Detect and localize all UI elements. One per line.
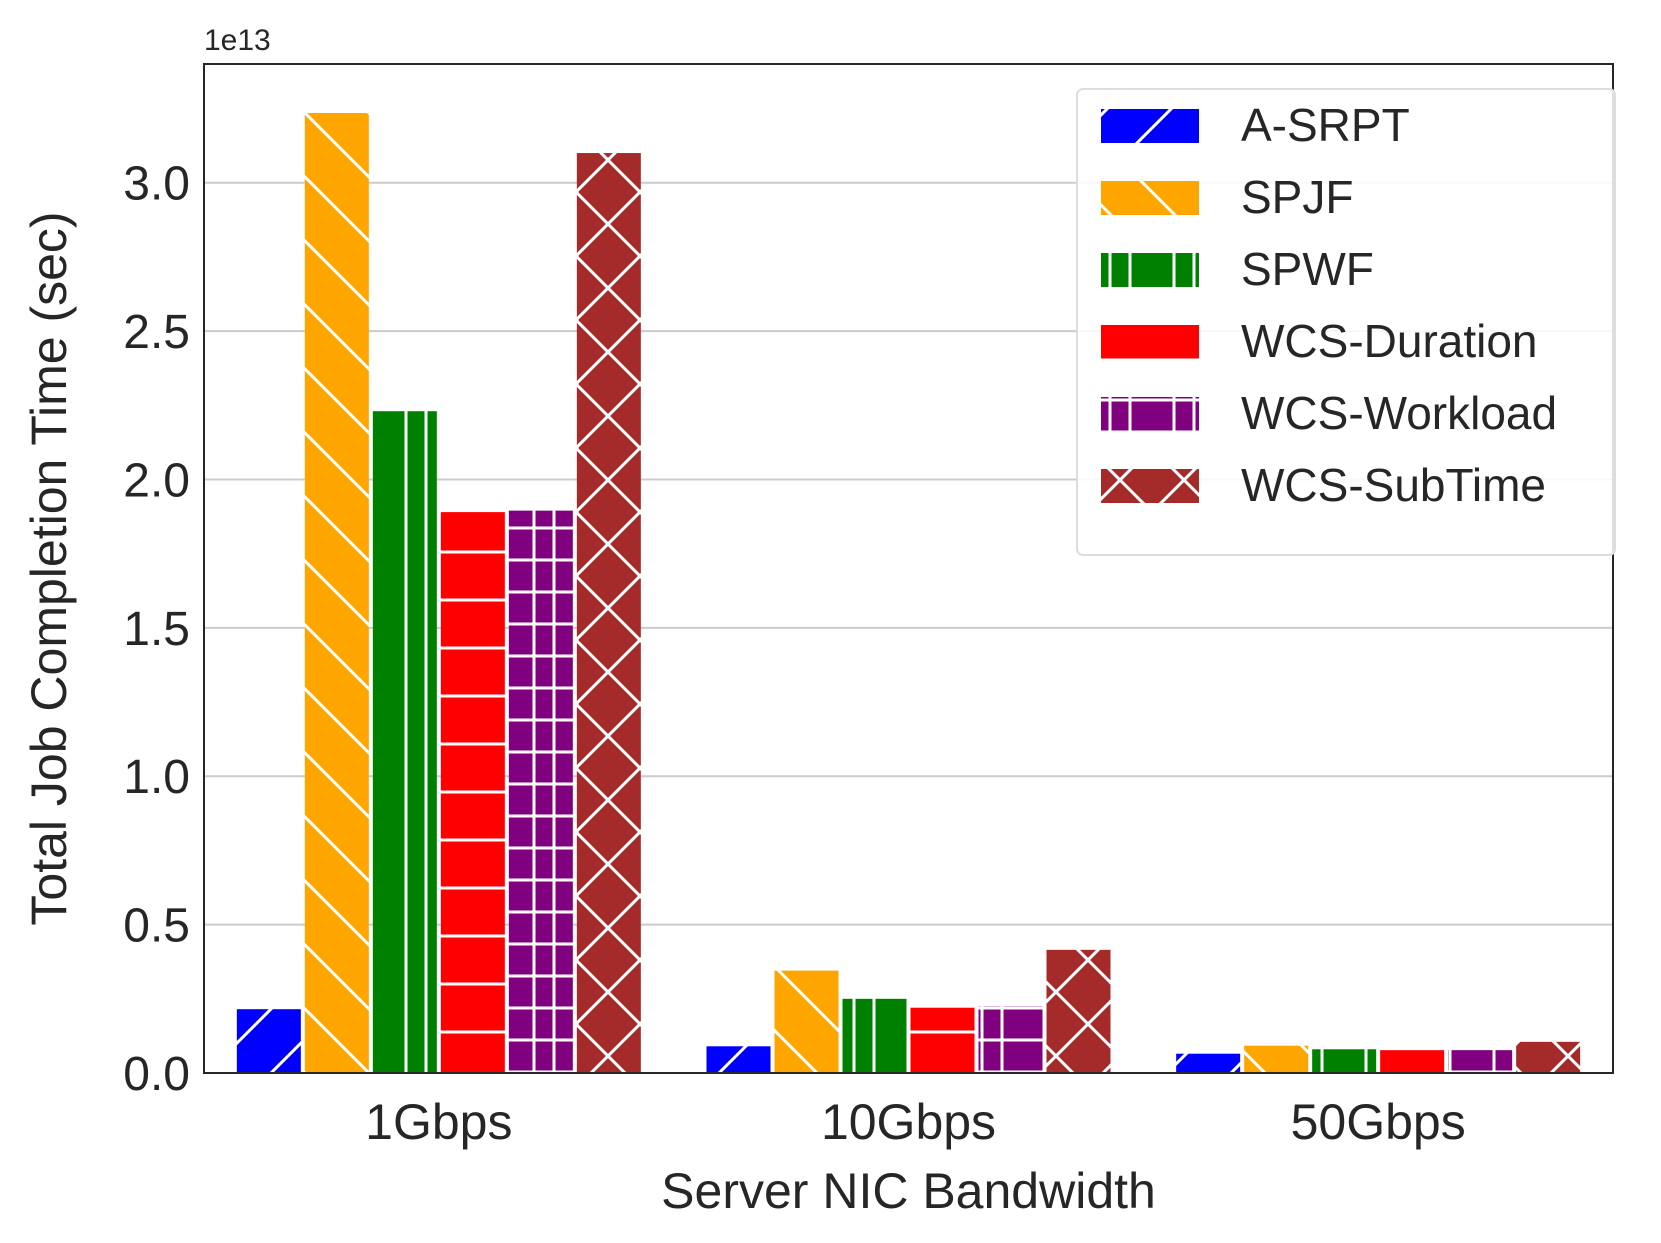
bars: [236, 112, 1581, 1074]
y-axis-ticks: 0.0 0.5 1.0 1.5 2.0 2.5 3.0: [123, 158, 190, 1101]
y-tick-label: 1.0: [123, 751, 190, 804]
bar-wcs-subtime-10gbps: [1046, 949, 1111, 1073]
bar-wcs-workload-1gbps: [508, 510, 573, 1074]
bar-a-srpt-50gbps: [1176, 1053, 1241, 1073]
bar-spjf-10gbps: [774, 970, 839, 1073]
legend-swatch: [1101, 181, 1199, 215]
legend-label: WCS-Workload: [1241, 387, 1557, 439]
y-tick-label: 0.5: [123, 900, 190, 953]
bar-spwf-10gbps: [842, 998, 907, 1073]
bar-wcs-duration-50gbps: [1380, 1050, 1445, 1073]
bar-a-srpt-1gbps: [236, 1009, 301, 1073]
y-tick-label: 0.0: [123, 1048, 190, 1101]
x-tick-label: 10Gbps: [821, 1094, 996, 1150]
legend-label: A-SRPT: [1241, 99, 1410, 151]
legend-swatch: [1101, 469, 1199, 503]
legend-label: SPJF: [1241, 171, 1353, 223]
y-offset-label: 1e13: [204, 24, 271, 57]
x-axis-label: Server NIC Bandwidth: [661, 1163, 1156, 1219]
bar-spwf-1gbps: [372, 411, 437, 1073]
legend-swatch: [1101, 325, 1199, 359]
bar-wcs-subtime-1gbps: [576, 153, 641, 1073]
plot-frame: [203, 63, 1614, 1074]
y-tick-label: 3.0: [123, 158, 190, 211]
y-tick-label: 2.5: [123, 306, 190, 359]
legend-swatch: [1101, 253, 1199, 287]
bar-spwf-50gbps: [1312, 1049, 1377, 1073]
legend-label: WCS-SubTime: [1241, 459, 1546, 511]
grid: [204, 181, 1613, 926]
y-tick-label: 2.0: [123, 454, 190, 507]
x-tick-label: 1Gbps: [365, 1094, 512, 1150]
x-axis-ticks: 1Gbps 10Gbps 50Gbps: [365, 1094, 1466, 1150]
legend-swatch: [1101, 397, 1199, 431]
legend-label: WCS-Duration: [1241, 315, 1538, 367]
legend-label: SPWF: [1241, 243, 1374, 295]
bar-wcs-workload-50gbps: [1448, 1050, 1513, 1073]
bar-a-srpt-10gbps: [706, 1046, 771, 1073]
legend-box: [1076, 88, 1616, 556]
x-tick-label: 50Gbps: [1291, 1094, 1466, 1150]
bar-wcs-subtime-50gbps: [1516, 1041, 1581, 1073]
legend-swatch: [1101, 109, 1199, 143]
legend: A-SRPT SPJF SPWF WCS-Duration WCS-Workload WC…: [1076, 88, 1616, 556]
y-tick-label: 1.5: [123, 603, 190, 656]
y-axis-label: Total Job Completion Time (sec): [21, 211, 77, 925]
bar-wcs-duration-1gbps: [440, 512, 505, 1073]
bar-wcs-duration-10gbps: [910, 1007, 975, 1073]
bar-wcs-workload-10gbps: [978, 1006, 1043, 1073]
bar-spjf-50gbps: [1244, 1045, 1309, 1073]
bar-spjf-1gbps: [304, 112, 369, 1073]
